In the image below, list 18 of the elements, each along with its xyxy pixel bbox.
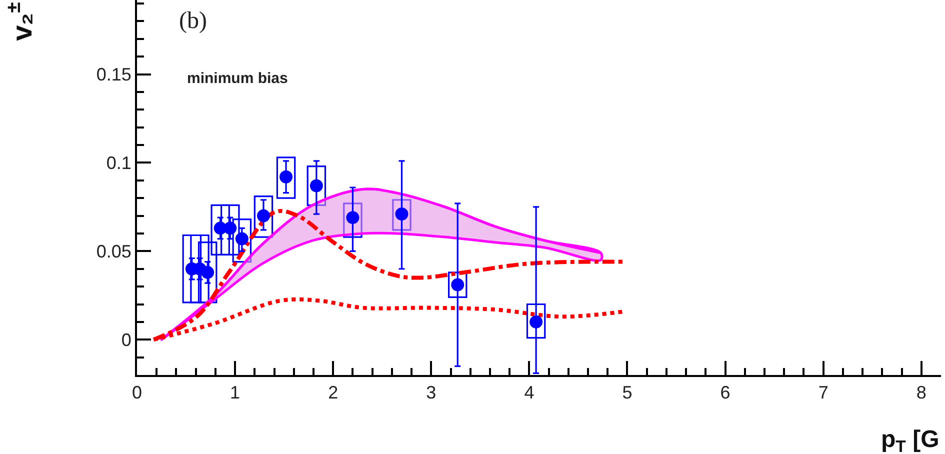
annotation: (b) (179, 8, 207, 34)
y-tick-label: 0 (121, 330, 132, 350)
x-tick-label: 4 (524, 382, 534, 403)
annotation: minimum bias (187, 70, 288, 87)
x-tick-label: 2 (328, 382, 338, 403)
x-tick-label: 3 (426, 382, 436, 403)
x-axis-title: p$_{T}$ [G (881, 426, 940, 454)
x-tick-label: 8 (916, 382, 926, 403)
point (201, 266, 214, 279)
y-tick-label: 0.1 (106, 153, 132, 174)
x-tick-label: 5 (622, 382, 632, 403)
bar (254, 196, 274, 238)
x-tick-label: 7 (818, 382, 828, 403)
bar (276, 156, 296, 199)
x-tick-label: 1 (230, 382, 240, 403)
x-tick-label: 6 (720, 382, 730, 403)
y-tick-label: 0.05 (96, 241, 132, 262)
y-tick-label: 0.15 (96, 64, 132, 85)
